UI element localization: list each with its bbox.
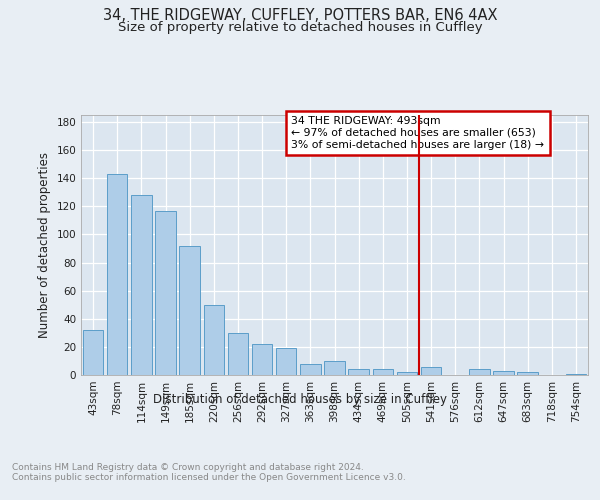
Bar xyxy=(421,366,442,375)
Bar xyxy=(276,348,296,375)
Bar xyxy=(469,370,490,375)
Bar xyxy=(324,361,345,375)
Bar xyxy=(300,364,320,375)
Bar xyxy=(155,210,176,375)
Bar xyxy=(349,370,369,375)
Text: Contains HM Land Registry data © Crown copyright and database right 2024.
Contai: Contains HM Land Registry data © Crown c… xyxy=(12,462,406,482)
Text: Size of property relative to detached houses in Cuffley: Size of property relative to detached ho… xyxy=(118,21,482,34)
Bar xyxy=(373,370,393,375)
Bar xyxy=(397,372,417,375)
Bar xyxy=(493,371,514,375)
Text: 34 THE RIDGEWAY: 493sqm
← 97% of detached houses are smaller (653)
3% of semi-de: 34 THE RIDGEWAY: 493sqm ← 97% of detache… xyxy=(292,116,544,150)
Bar xyxy=(566,374,586,375)
Bar xyxy=(83,330,103,375)
Y-axis label: Number of detached properties: Number of detached properties xyxy=(38,152,51,338)
Bar xyxy=(107,174,127,375)
Text: 34, THE RIDGEWAY, CUFFLEY, POTTERS BAR, EN6 4AX: 34, THE RIDGEWAY, CUFFLEY, POTTERS BAR, … xyxy=(103,8,497,22)
Text: Distribution of detached houses by size in Cuffley: Distribution of detached houses by size … xyxy=(153,392,447,406)
Bar xyxy=(179,246,200,375)
Bar xyxy=(252,344,272,375)
Bar xyxy=(517,372,538,375)
Bar xyxy=(203,304,224,375)
Bar xyxy=(131,195,152,375)
Bar xyxy=(227,333,248,375)
